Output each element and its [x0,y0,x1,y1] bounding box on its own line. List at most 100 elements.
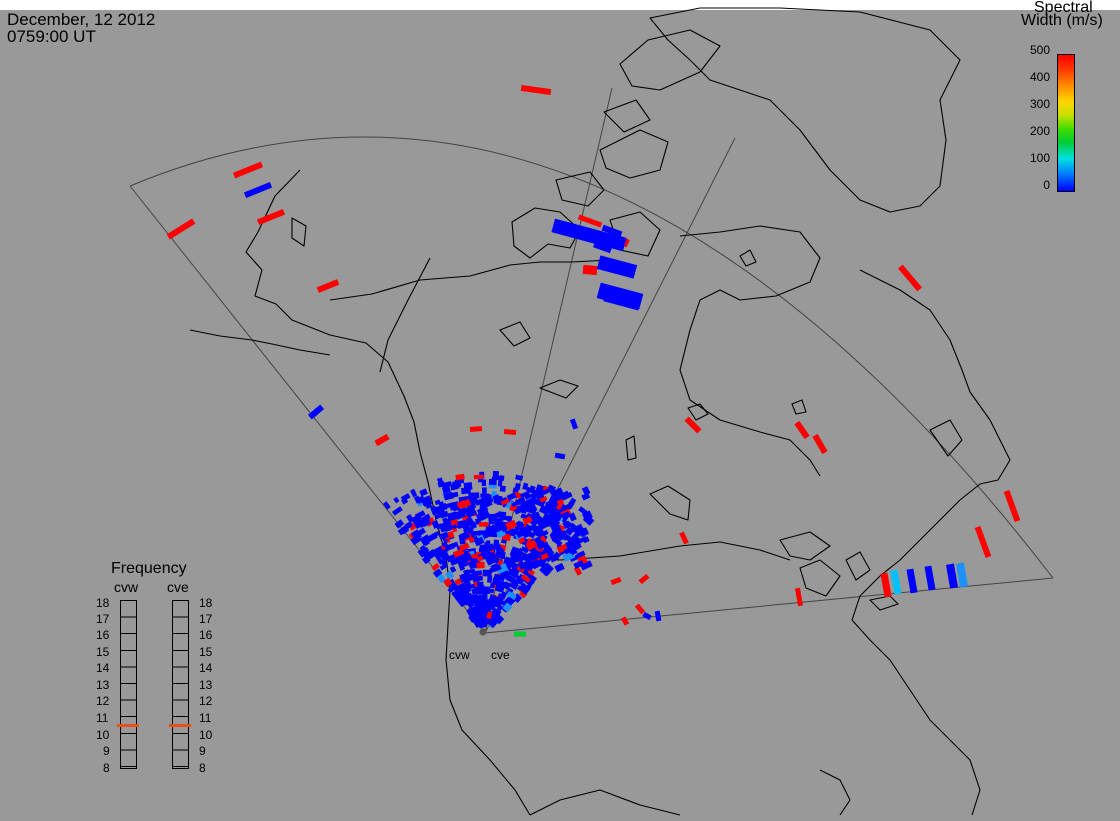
echo-patch [383,501,391,510]
frequency-tick: 14 [199,661,213,675]
echo-patch [580,560,593,571]
echo-patch [576,550,586,559]
echo-patch [436,573,446,584]
frequency-radar-label-cvw: cvw [114,579,139,595]
echo-patch [482,569,492,577]
echo-patch [529,511,540,520]
frequency-tick: 18 [199,596,213,610]
echo-patch [478,522,489,527]
echo-patch [413,518,424,529]
echo-patch [504,596,514,605]
echo-patch [561,491,573,501]
fov-outline [129,87,1054,634]
echo-patch [468,536,475,543]
echo-patch [556,543,569,554]
echo-patch [638,573,650,585]
echo-patch [505,574,516,584]
frequency-tick: 17 [199,612,213,626]
echo-patch [573,560,585,569]
echo-patch [484,551,497,562]
echo-patch [531,489,539,497]
echo-patch [794,587,804,607]
frequency-tick: 9 [199,744,206,758]
echo-patch [455,473,465,481]
echo-patch [439,562,449,571]
echo-patch [438,531,449,541]
echo-patch [522,515,533,525]
echo-patch [451,483,458,491]
frequency-tick: 9 [103,744,110,758]
echo-patch [476,561,485,569]
echo-patch [444,542,455,552]
frequency-tick: 10 [96,728,110,742]
echo-patch [495,514,507,524]
echo-patch [481,586,491,595]
frequency-tick: 17 [96,612,110,626]
echo-patch [481,479,487,487]
echo-patch [520,84,552,96]
echo-patch [880,572,892,598]
echo-patch [482,487,487,494]
frequency-tick: 18 [96,596,110,610]
echo-patch [470,553,479,559]
echo-patch [603,291,641,311]
echo-patch [459,572,469,580]
echo-patch [794,420,810,440]
echo-patch [316,279,340,293]
frequency-scale-cvw [120,600,137,769]
echo-patch [458,596,469,608]
echo-patch [432,568,443,578]
echo-patch [473,600,483,610]
frequency-tick: 11 [96,711,109,725]
echo-patch [411,513,423,524]
echo-patch [460,585,472,595]
echo-patch [550,522,562,533]
echo-patch [577,214,603,228]
echo-patch [542,562,554,574]
echo-patch [490,512,501,521]
frequency-scale-cve [172,600,189,769]
echo-patch [492,494,501,501]
echo-patch [166,218,196,240]
echo-patch [515,474,524,481]
colorbar-title-line2: Width (m/s) [1021,12,1103,29]
echo-patch [243,181,273,199]
echo-patch [503,428,517,436]
echo-patch [480,498,493,510]
echo-patch [531,518,540,526]
echo-patch [487,575,493,583]
echo-patch [476,555,484,563]
echo-patch [574,531,582,538]
echo-patch [499,485,506,492]
echo-patch [492,612,505,625]
echo-patch [654,610,662,622]
echo-patch [540,552,549,561]
echo-patch [507,568,516,577]
frequency-tick: 16 [96,628,110,642]
echo-patch [516,520,524,529]
echo-patch [469,509,477,516]
echo-patch [955,562,969,588]
echo-patch [472,616,485,628]
echo-patch [475,511,487,522]
echo-patch [435,507,446,518]
frequency-tick: 8 [103,761,110,775]
echo-patch [494,584,505,593]
echo-patch [511,555,521,564]
echo-patch [529,550,540,562]
echo-patch [394,519,405,529]
echo-patch [452,591,463,602]
echo-patch [679,531,689,545]
echo-patch [495,562,509,575]
echo-patch [517,561,526,571]
echo-patch [476,505,489,515]
echo-patch [581,492,591,501]
radar-sites [479,628,487,636]
echo-patch [452,491,459,498]
echo-patch [539,566,549,577]
echo-patch [564,526,574,536]
echo-patch [486,611,493,620]
echo-patch [1003,489,1021,523]
echo-patch [512,578,520,587]
echo-patch [561,511,571,520]
